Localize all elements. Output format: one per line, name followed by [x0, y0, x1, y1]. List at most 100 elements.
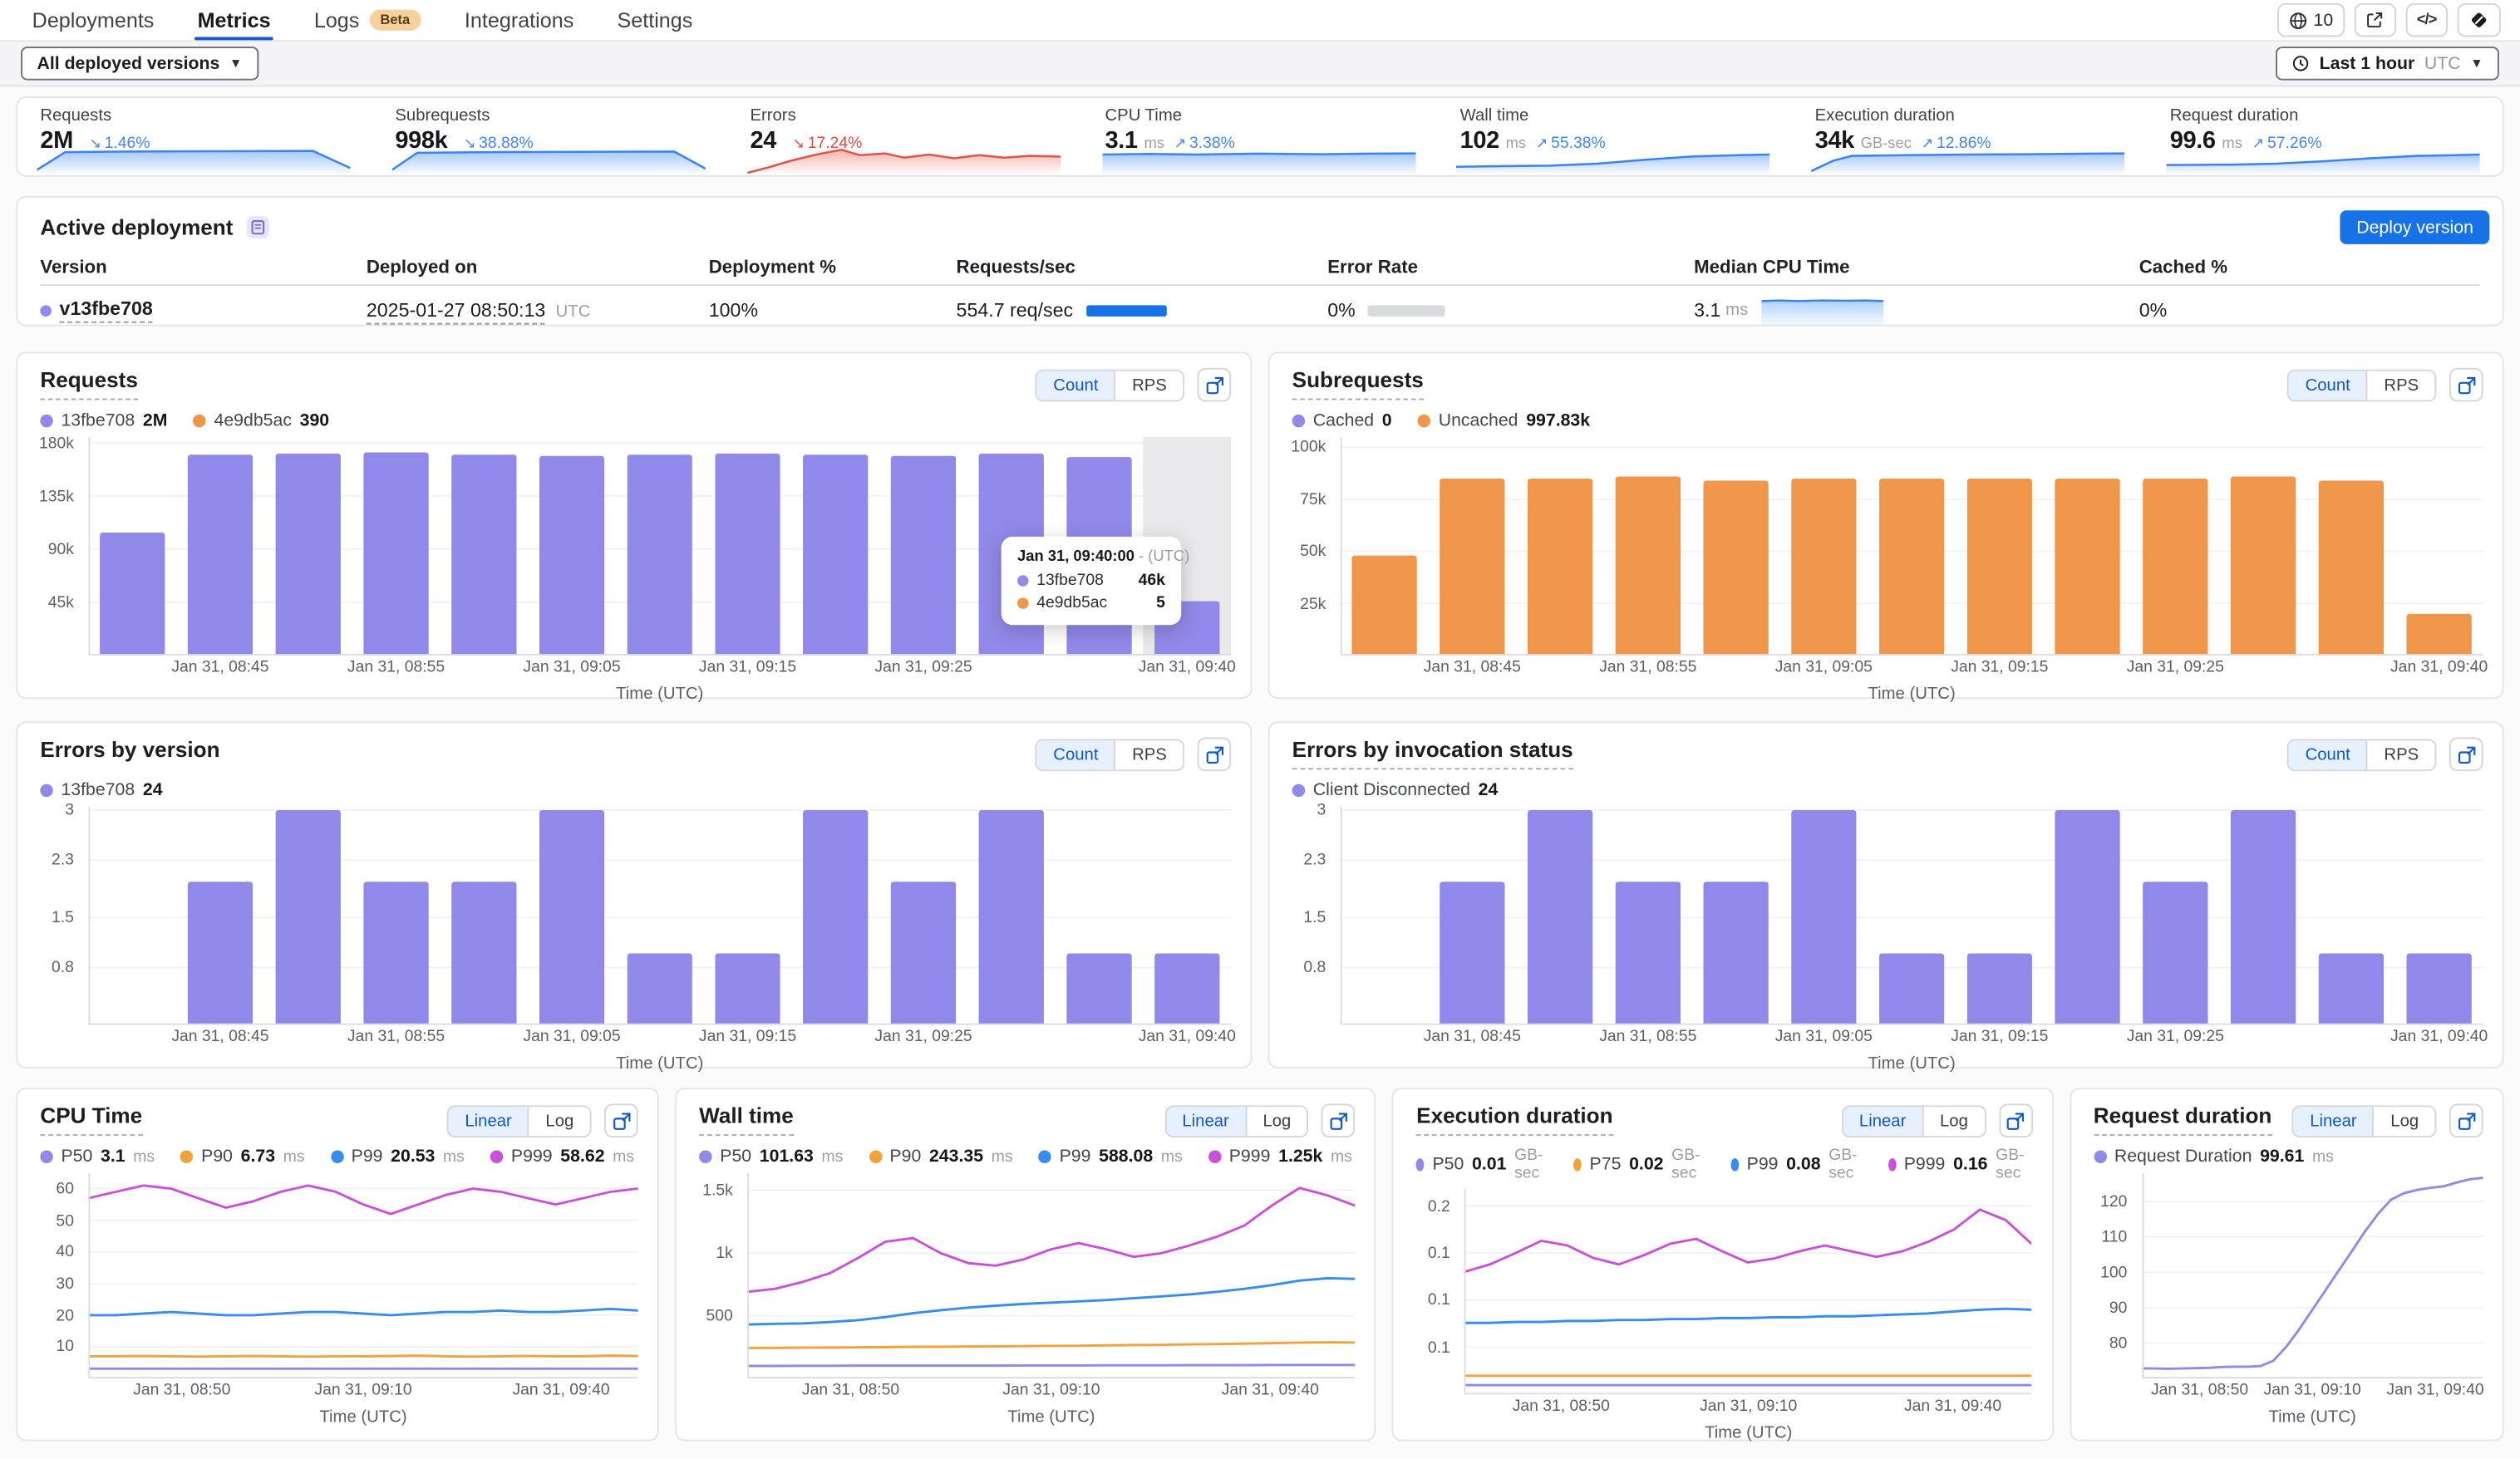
- subrequests-bar-chart[interactable]: [1340, 436, 2483, 656]
- x-axis-tick: Jan 31, 08:50: [801, 1381, 900, 1400]
- toggle-count[interactable]: Count: [1036, 370, 1115, 400]
- tab-metrics[interactable]: Metrics: [194, 0, 273, 41]
- legend-unit: GB-sec: [1514, 1147, 1543, 1183]
- legend-item: 4e9db5ac 390: [193, 411, 329, 430]
- expand-chart-button[interactable]: [2449, 1103, 2483, 1138]
- cpu-time-chart-card: CPU Time Linear Log P50 3.1 ms P90 6.73 ms P99…: [16, 1088, 659, 1442]
- request-duration-line-chart[interactable]: [2140, 1172, 2484, 1379]
- chart-legend: P50 3.1 ms P90 6.73 ms P99 20.53 ms P999 58.62 ms: [17, 1137, 657, 1167]
- linear-log-toggle: Linear Log: [1164, 1104, 1309, 1137]
- legend-value: 0.08: [1786, 1155, 1821, 1175]
- errors-version-bar-chart[interactable]: [88, 806, 1232, 1025]
- toggle-log[interactable]: Log: [1922, 1106, 1985, 1136]
- trend-value: 12.86%: [1936, 135, 1991, 153]
- beta-badge: Beta: [368, 10, 421, 31]
- errors-by-invocation-status-card: Errors by invocation status Count RPS Cl…: [1267, 721, 2504, 1073]
- legend-label: 13fbe708: [61, 780, 135, 800]
- x-axis-tick: Jan 31, 09:25: [874, 658, 972, 677]
- legend-value: 24: [1478, 780, 1499, 800]
- legend-unit: GB-sec: [1828, 1147, 1858, 1183]
- tab-bar: Deployments Metrics Logs Beta Integration…: [32, 0, 692, 41]
- stat-cpu-time: CPU Time 3.1 ms ↗ 3.38%: [1082, 98, 1437, 175]
- x-axis-tick: Jan 31, 09:05: [523, 658, 621, 677]
- legend-label: P99: [1059, 1147, 1091, 1167]
- y-axis-tick: 25k: [1300, 595, 1326, 613]
- tab-settings[interactable]: Settings: [617, 0, 692, 40]
- legend-dot: [1573, 1158, 1582, 1172]
- toggle-log[interactable]: Log: [2373, 1106, 2435, 1136]
- toggle-rps[interactable]: RPS: [2366, 739, 2435, 769]
- y-axis-tick: 45k: [47, 594, 74, 612]
- tab-label: Metrics: [197, 7, 271, 32]
- expand-icon: [2458, 376, 2475, 394]
- toggle-count[interactable]: Count: [2289, 739, 2367, 769]
- trend-down-icon: ↘: [792, 135, 805, 151]
- toggle-log[interactable]: Log: [1245, 1106, 1307, 1136]
- errors-status-bar-chart[interactable]: [1340, 806, 2483, 1025]
- expand-chart-button[interactable]: [2449, 737, 2483, 772]
- toggle-count[interactable]: Count: [1036, 739, 1115, 769]
- legend-item: P999 0.16 GB-sec: [1888, 1147, 2029, 1182]
- x-axis-tick: Jan 31, 08:50: [133, 1381, 231, 1400]
- y-axis-tick: 0.8: [1303, 960, 1326, 978]
- expand-chart-button[interactable]: [1197, 737, 1232, 772]
- toggle-rps[interactable]: RPS: [1114, 370, 1184, 400]
- cpu-time-line-chart[interactable]: [86, 1172, 640, 1379]
- expand-chart-button[interactable]: [604, 1103, 638, 1138]
- toggle-rps[interactable]: RPS: [2366, 370, 2435, 400]
- x-axis-title: Time (UTC): [616, 1054, 704, 1073]
- legend-label: P50: [720, 1147, 752, 1167]
- errors-by-version-card: Errors by version Count RPS 13fbe708 24 3…: [16, 721, 1253, 1073]
- chart-title: Request duration: [2093, 1103, 2272, 1137]
- toggle-log[interactable]: Log: [528, 1106, 590, 1136]
- toggle-linear[interactable]: Linear: [1166, 1106, 1246, 1136]
- y-axis-tick: 20: [56, 1307, 74, 1325]
- legend-dot: [2093, 1150, 2107, 1163]
- filter-bar: All deployed versions ▼ Last 1 hour UTC …: [0, 42, 2520, 87]
- tab-deployments[interactable]: Deployments: [32, 0, 155, 40]
- x-axis-title: Time (UTC): [319, 1407, 407, 1427]
- tab-integrations[interactable]: Integrations: [465, 0, 573, 40]
- expand-chart-button[interactable]: [1197, 367, 1232, 402]
- legend-value: 2M: [142, 411, 168, 431]
- workers-diamond-icon: [2471, 12, 2487, 27]
- legend-item: P50 101.63 ms: [699, 1147, 843, 1167]
- expand-chart-button[interactable]: [2449, 367, 2483, 402]
- rps-bar: [1085, 304, 1167, 316]
- legend-dot: [1208, 1150, 1222, 1163]
- expand-chart-button[interactable]: [1998, 1103, 2033, 1138]
- code-icon: </>: [2416, 11, 2438, 29]
- toggle-count[interactable]: Count: [2289, 370, 2367, 400]
- version-link[interactable]: v13fbe708: [59, 297, 153, 323]
- tab-label: Logs: [313, 7, 360, 32]
- versions-filter-dropdown[interactable]: All deployed versions ▼: [21, 47, 258, 81]
- request-duration-chart-card: Request duration Linear Log Request Dura…: [2069, 1088, 2504, 1442]
- deployment-info-icon[interactable]: [246, 215, 270, 239]
- legend-dot: [193, 414, 206, 428]
- workers-logo-button[interactable]: [2457, 2, 2501, 37]
- toggle-linear[interactable]: Linear: [1843, 1106, 1922, 1136]
- time-range-dropdown[interactable]: Last 1 hour UTC ▼: [2276, 47, 2499, 81]
- api-button[interactable]: </>: [2405, 2, 2448, 37]
- x-axis-title: Time (UTC): [616, 684, 704, 704]
- routes-globe-button[interactable]: 10: [2276, 2, 2345, 37]
- y-axis-tick: 1.5k: [702, 1182, 733, 1201]
- toggle-linear[interactable]: Linear: [449, 1106, 529, 1136]
- tab-logs[interactable]: Logs Beta: [314, 0, 421, 40]
- sparkline: [746, 143, 1061, 174]
- legend-value: 24: [142, 780, 163, 800]
- legend-label: P75: [1589, 1155, 1622, 1175]
- x-axis-tick: Jan 31, 08:45: [171, 658, 269, 677]
- expand-chart-button[interactable]: [1322, 1103, 1356, 1138]
- trend-value: 3.38%: [1189, 135, 1235, 153]
- open-worker-button[interactable]: [2354, 2, 2396, 37]
- stats-strip: Requests 2M ↘ 1.46% Subrequests 998k ↘ 38.88…: [16, 96, 2504, 177]
- wall-time-line-chart[interactable]: [746, 1172, 1356, 1379]
- toggle-rps[interactable]: RPS: [1114, 739, 1184, 769]
- x-axis-tick: Jan 31, 08:45: [1423, 1028, 1521, 1046]
- chart-title: Subrequests: [1292, 368, 1424, 400]
- deploy-version-button[interactable]: Deploy version: [2340, 210, 2490, 244]
- toggle-linear[interactable]: Linear: [2293, 1106, 2374, 1136]
- chart-area: 180k 135k 90k 45k Jan 31, 08:45 Jan 31, 08:5…: [39, 435, 1236, 704]
- execution-duration-line-chart[interactable]: [1463, 1188, 2034, 1395]
